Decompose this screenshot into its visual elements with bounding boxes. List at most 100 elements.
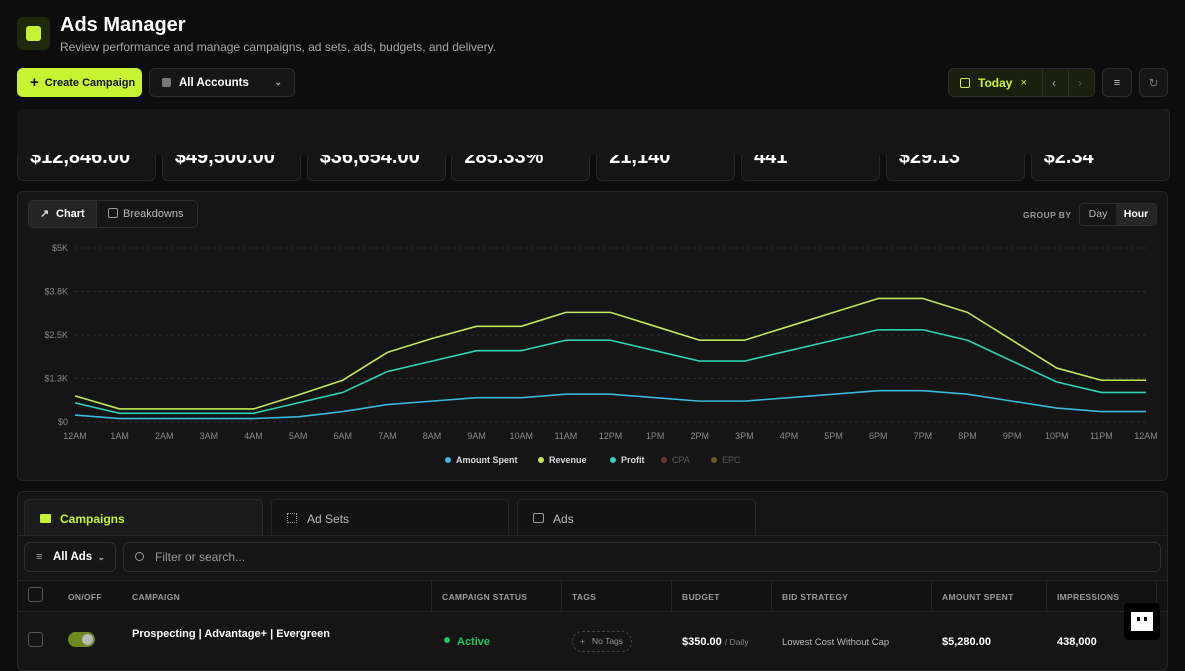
adsets-tab[interactable]: Ad Sets [271,499,509,536]
image-icon [533,513,544,523]
series-line [74,297,1146,410]
campaigns-tab[interactable]: Campaigns [24,499,263,536]
separator [1068,69,1069,96]
search-placeholder: Filter or search... [155,550,246,564]
date-label: Today [978,75,1013,90]
x-tick-label: 10AM [509,431,533,441]
account-label: All Accounts [179,76,249,89]
x-tick-label: 10PM [1045,431,1069,441]
legend-label: EPC [722,455,741,465]
series-line [74,328,1146,415]
date-range[interactable]: Today × ‹ › [948,68,1095,97]
corner-badge[interactable] [1124,603,1160,640]
legend-swatch [610,457,616,463]
x-tick-label: 3AM [200,431,219,441]
group-by-label: GROUP BY [1023,210,1072,220]
account-select[interactable]: All Accounts ⌄ [149,68,295,97]
group-option[interactable]: Day [1088,208,1108,220]
kpi-overlay [17,109,1168,155]
separator [96,201,97,227]
legend-swatch [711,457,717,463]
x-tick-label: 9AM [467,431,486,441]
chart-tab-label: Chart [56,208,85,220]
column-header: IMPRESSIONS [1057,592,1120,602]
x-tick-label: 8AM [423,431,442,441]
plus-icon: + [30,74,39,91]
legend-label: CPA [672,455,690,465]
create-label: Create Campaign [44,76,136,89]
chevron: ⌄ [274,77,282,87]
legend-swatch [445,457,451,463]
series-line [74,389,1146,420]
legend-label: Profit [621,455,645,465]
column-header: AMOUNT SPENT [942,592,1014,602]
next-button[interactable]: › [1078,75,1082,90]
search-input[interactable]: Filter or search... [123,542,1161,572]
budget: $350.00 / Daily [682,636,748,648]
x-tick-label: 7PM [914,431,933,441]
clear-icon[interactable]: × [1020,76,1027,89]
toggle-knob [82,634,93,645]
grid-icon [287,513,297,523]
y-tick-label: $0 [58,417,68,427]
chart-tab[interactable]: ↗ Chart [29,201,96,227]
column-divider [561,580,562,612]
bid-strategy: Lowest Cost Without Cap [782,637,890,648]
x-tick-label: 11AM [554,431,577,441]
column-header: CAMPAIGN STATUS [442,592,528,602]
column-header: ON/OFF [68,592,102,602]
campaign-name[interactable]: Prospecting | Advantage+ | Evergreen [132,628,331,640]
page: Ads Manager Review performance and manag… [17,14,1170,671]
table-icon [108,208,118,218]
tab-label: Ad Sets [307,512,350,526]
select-all-checkbox[interactable] [28,587,43,602]
column-divider [1046,580,1047,612]
tags-chip[interactable]: + No Tags [572,631,633,652]
budget-amount: $350.00 [682,636,722,648]
ads-tab[interactable]: Ads [517,499,756,536]
impressions: 438,000 [1057,636,1097,648]
create-campaign-button[interactable]: + Create Campaign [17,68,142,97]
settings-button[interactable]: ≡ [1102,68,1132,97]
x-tick-label: 12PM [599,431,623,441]
calendar-icon [960,77,970,88]
group-option-active[interactable]: Hour [1116,204,1156,225]
column-header: BID STRATEGY [782,592,849,602]
search-icon [135,552,144,561]
x-tick-label: 6AM [333,431,352,441]
y-tick-label: $2.5K [44,330,68,340]
column-header: CAMPAIGN [132,592,181,602]
x-tick-label: 6PM [869,431,888,441]
legend-label: Revenue [549,455,587,465]
chart-panel [17,191,1168,481]
x-tick-label: 7AM [378,431,397,441]
column-divider [431,580,432,612]
amount-spent: $5,280.00 [942,636,991,648]
breakdowns-tab[interactable]: Breakdowns [123,208,184,220]
y-tick-label: $3.8K [44,287,68,297]
x-tick-label: 5AM [289,431,308,441]
tab-divider [18,535,1167,536]
column-divider [1156,580,1157,612]
filter-select[interactable]: ≡ All Ads ⌄ [24,542,116,572]
x-tick-label: 1PM [646,431,665,441]
prev-button[interactable]: ‹ [1052,75,1056,90]
refresh-button[interactable]: ↻ [1139,68,1168,97]
toggle[interactable] [68,632,95,647]
x-tick-label: 11PM [1090,431,1113,441]
x-tick-label: 12AM [1134,431,1158,441]
x-tick-label: 9PM [1003,431,1022,441]
legend-swatch [661,457,667,463]
filter-icon: ≡ [36,551,43,563]
x-tick-label: 12AM [63,431,87,441]
x-tick-label: 4PM [780,431,799,441]
x-tick-label: 2AM [155,431,174,441]
app-icon-glyph [26,26,41,41]
page-title: Ads Manager [60,14,186,36]
group-by-toggle: Day Hour [1079,203,1157,226]
y-tick-label: $5K [52,243,68,253]
campaign-status: Active [457,636,491,648]
chevron: ⌄ [97,551,105,562]
row-checkbox[interactable] [28,632,43,647]
tab-label: Campaigns [60,512,125,526]
